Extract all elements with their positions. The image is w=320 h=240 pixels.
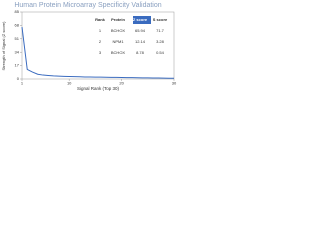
data-line xyxy=(21,26,175,79)
x-tick-label: 30 xyxy=(172,81,177,86)
x-tick-label: 20 xyxy=(119,81,124,86)
table-cell: 8.78 xyxy=(136,50,145,55)
table-cell: 3 xyxy=(99,50,102,55)
chart: Human Protein Microarray Specificity Val… xyxy=(1,2,177,91)
table-cell: 0.54 xyxy=(156,50,165,55)
table-header: Rank xyxy=(95,17,106,22)
table-cell: 12.14 xyxy=(135,39,146,44)
table-header: Protein xyxy=(111,17,125,22)
table-cell: NPM1 xyxy=(112,39,124,44)
x-axis-label: Signal Rank (Top 30) xyxy=(77,86,120,91)
table-cell: 71.7 xyxy=(156,28,165,33)
table-cell: 3.28 xyxy=(156,39,165,44)
chart-title: Human Protein Microarray Specificity Val… xyxy=(14,2,161,9)
plot-area xyxy=(21,11,175,80)
y-tick-label: 17 xyxy=(15,63,20,68)
x-tick-label: 1 xyxy=(21,81,24,86)
y-tick-label: 85 xyxy=(15,9,20,14)
y-axis-label: Strength of Signal (Z score) xyxy=(1,21,6,71)
table-cell: 65.94 xyxy=(135,28,146,33)
table-cell: BCHOX xyxy=(111,28,126,33)
table-header-highlight xyxy=(133,16,151,24)
table-cell: 1 xyxy=(99,28,102,33)
x-tick-label: 10 xyxy=(67,81,72,86)
table-cell: 2 xyxy=(99,39,102,44)
y-tick-label: 68 xyxy=(15,22,20,27)
y-tick-label: 34 xyxy=(15,49,20,54)
table-header: S score xyxy=(153,17,168,22)
y-tick-label: 51 xyxy=(15,36,20,41)
table-cell: BCHOX xyxy=(111,50,126,55)
table-header: Z score xyxy=(133,17,148,22)
y-tick-label: 0 xyxy=(17,76,20,81)
